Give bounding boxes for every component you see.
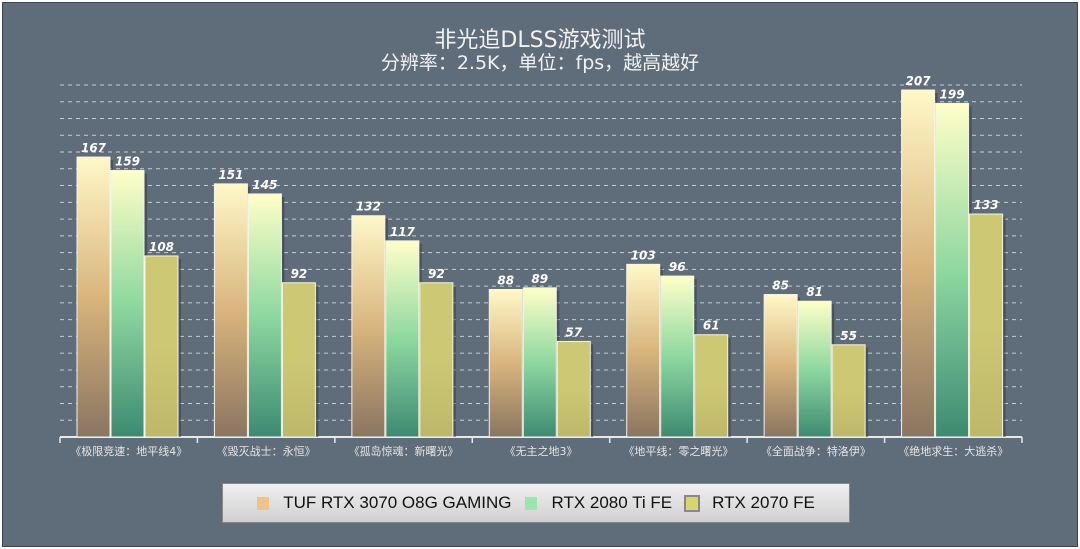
bar: [281, 282, 316, 438]
x-tick-label: 《绝地求生：大逃杀》: [898, 444, 1008, 458]
legend-swatch: [525, 496, 538, 510]
legend-swatch: [684, 494, 701, 512]
data-label: 61: [703, 319, 720, 333]
data-label: 133: [974, 198, 999, 212]
legend-item: TUF RTX 3070 O8G GAMING: [257, 493, 511, 513]
data-label: 108: [149, 240, 174, 254]
bar: [901, 89, 936, 438]
x-tick-label: 《孤岛惊魂：新曙光》: [349, 444, 459, 458]
data-label: 117: [390, 225, 416, 239]
data-label: 89: [531, 272, 548, 286]
bar: [660, 275, 695, 438]
legend-label: RTX 2080 Ti FE: [551, 493, 673, 512]
bar: [626, 263, 661, 438]
chart-title: 非光追DLSS游戏测试: [434, 28, 646, 53]
bar: [351, 215, 386, 438]
data-label: 145: [252, 178, 277, 192]
data-label: 81: [806, 285, 823, 299]
x-tick-label: 《毁灭战士：永恒》: [217, 444, 316, 458]
data-label: 55: [840, 329, 857, 343]
data-label: 132: [356, 200, 381, 214]
legend-item: RTX 2070 FE: [684, 493, 815, 513]
data-label: 151: [218, 168, 243, 182]
data-label: 199: [940, 87, 965, 101]
chart-subtitle: 分辨率：2.5K，单位：fps，越高越好: [380, 52, 700, 74]
legend-label: TUF RTX 3070 O8G GAMING: [283, 493, 512, 512]
bar: [247, 193, 282, 438]
bar: [522, 287, 557, 438]
bar: [110, 169, 145, 438]
bar: [694, 334, 729, 438]
data-label: 103: [631, 248, 656, 262]
data-label: 167: [81, 141, 107, 155]
bar: [213, 183, 248, 438]
legend: TUF RTX 3070 O8G GAMING RTX 2080 Ti FE RTX…: [222, 483, 850, 523]
bar: [385, 240, 420, 438]
x-tick-label: 《全面战争：特洛伊》: [761, 444, 871, 458]
legend-swatch: [257, 496, 270, 510]
data-label: 96: [669, 260, 686, 274]
data-label: 207: [906, 74, 932, 88]
legend-label: RTX 2070 FE: [712, 493, 815, 512]
bar: [763, 294, 798, 438]
data-label: 57: [565, 325, 582, 339]
bar: [935, 102, 970, 438]
data-label: 92: [428, 267, 445, 281]
bar: [144, 255, 179, 438]
x-tick-label: 《极限竞速：地平线4》: [70, 444, 187, 458]
bar: [831, 344, 866, 438]
bar: [76, 156, 111, 438]
bar: [419, 282, 454, 438]
data-label: 88: [497, 273, 514, 287]
bar: [797, 300, 832, 438]
bar: [969, 213, 1004, 438]
legend-item: RTX 2080 Ti FE: [525, 493, 672, 513]
data-label: 159: [115, 154, 140, 168]
bar: [556, 340, 591, 438]
x-tick-label: 《无主之地3》: [505, 444, 578, 458]
x-tick-label: 《地平线：零之曙光》: [623, 444, 733, 458]
data-label: 92: [291, 267, 308, 281]
data-label: 85: [772, 279, 789, 293]
bar: [488, 288, 523, 438]
